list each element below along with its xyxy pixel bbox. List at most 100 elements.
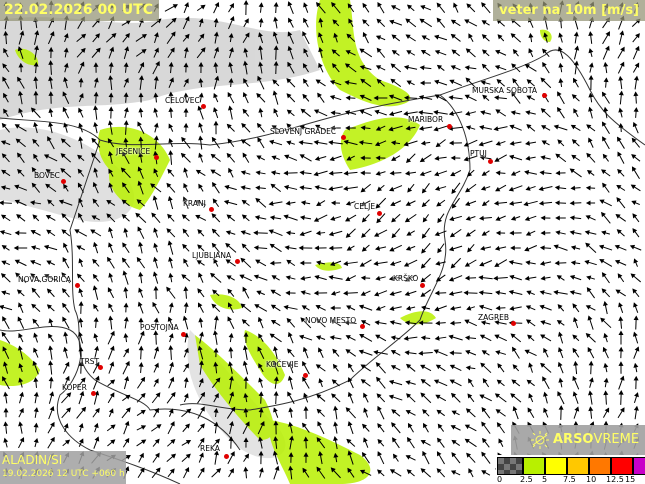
wind-arrow-head <box>299 260 305 266</box>
wind-arrow-head <box>63 33 69 39</box>
wind-arrow-head <box>377 405 382 412</box>
wind-arrow-head <box>300 290 306 296</box>
wind-arrow-head <box>125 360 130 367</box>
wind-arrow-head <box>302 361 307 367</box>
wind-arrow-head <box>526 379 532 385</box>
wind-arrow-head <box>78 438 84 444</box>
wind-arrow-head <box>540 334 546 340</box>
wind-arrow-head <box>123 92 129 97</box>
wind-arrow-head <box>302 31 307 37</box>
wind-arrow-head <box>213 120 219 126</box>
wind-arrow-head <box>406 363 412 369</box>
wind-arrow-head <box>631 200 637 206</box>
wind-arrow-head <box>388 94 395 100</box>
wind-arrow-head <box>618 330 624 336</box>
wind-arrow-head <box>434 34 440 40</box>
wind-arrow-head <box>346 33 352 39</box>
wind-arrow-head <box>375 275 381 281</box>
wind-arrow-head <box>377 438 383 445</box>
wind-arrow-head <box>331 49 337 55</box>
wind-arrow-head <box>448 95 454 101</box>
wind-arrow-head <box>495 290 501 296</box>
wind-arrow-head <box>465 408 471 414</box>
wind-arrow-head <box>587 315 593 321</box>
wind-arrow-head <box>152 195 158 201</box>
wind-arrow-head <box>482 49 488 55</box>
wind-arrow-head <box>258 61 264 67</box>
wind-arrow-head <box>463 142 469 147</box>
wind-arrow-head <box>108 226 113 233</box>
wind-arrow-head <box>523 201 529 207</box>
wind-arrow-head <box>138 271 144 277</box>
wind-arrow-head <box>108 303 113 309</box>
wind-arrow-head <box>605 45 610 51</box>
wind-arrow-head <box>437 248 442 254</box>
wind-arrow-head <box>329 156 335 162</box>
wind-arrow-head <box>346 156 352 161</box>
wind-arrow-head <box>464 19 470 24</box>
wind-arrow-head <box>510 393 516 399</box>
wind-arrow-head <box>373 349 379 355</box>
wind-arrow-head <box>198 152 204 158</box>
logo-brand: ARSO <box>553 432 594 447</box>
wind-arrow-head <box>465 201 471 206</box>
wind-arrow-head <box>403 335 409 341</box>
wind-arrow-head <box>374 320 380 326</box>
wind-arrow-head <box>269 215 275 221</box>
wind-arrow-head <box>556 320 563 325</box>
wind-arrow-head <box>585 200 591 206</box>
wind-arrow-head <box>123 316 129 322</box>
wind-arrow-head <box>434 335 440 341</box>
wind-arrow-head <box>375 35 382 40</box>
wind-arrow-head <box>494 334 500 340</box>
wind-arrow-head <box>557 106 562 113</box>
wind-arrow-head <box>284 245 290 251</box>
wind-arrow-head <box>316 260 322 266</box>
wind-arrow-head <box>228 61 234 67</box>
wind-arrow-head <box>154 47 159 53</box>
wind-arrow-head <box>330 125 335 131</box>
wind-arrow-head <box>183 302 189 307</box>
wind-arrow-head <box>94 345 100 351</box>
wind-arrow-head <box>478 304 485 310</box>
wind-arrow-head <box>273 16 279 22</box>
wind-arrow-head <box>197 244 203 250</box>
wind-arrow-head <box>273 108 279 114</box>
wind-arrow-head <box>405 34 411 40</box>
wind-arrow-head <box>18 363 24 369</box>
wind-arrow-head <box>586 152 592 158</box>
city-marker <box>341 135 346 140</box>
wind-arrow-head <box>375 306 381 311</box>
wind-arrow-head <box>3 108 8 114</box>
wind-arrow-head <box>213 315 219 321</box>
wind-arrow-head <box>588 62 594 68</box>
wind-arrow-head <box>3 407 9 413</box>
wind-arrow-head <box>391 217 397 223</box>
wind-arrow-head <box>540 108 546 114</box>
wind-arrow-head <box>526 95 532 100</box>
wind-arrow-head <box>318 17 324 23</box>
wind-arrow-head <box>108 92 114 98</box>
wind-arrow-head <box>633 258 639 264</box>
wind-arrow-head <box>633 315 639 321</box>
wind-arrow-head <box>78 423 84 429</box>
wind-arrow-head <box>63 183 68 190</box>
wind-arrow-head <box>61 272 67 278</box>
wind-arrow-head <box>3 421 9 427</box>
wind-arrow-head <box>375 126 382 131</box>
wind-arrow-head <box>225 259 231 264</box>
wind-arrow-head <box>123 62 129 68</box>
wind-arrow-head <box>286 259 292 265</box>
city-label: NOVO MESTO <box>305 316 357 325</box>
wind-arrow-head <box>481 2 487 8</box>
wind-arrow-head <box>542 61 547 68</box>
wind-arrow-head <box>229 16 235 22</box>
legend-swatch <box>633 457 645 475</box>
wind-arrow-head <box>558 331 563 337</box>
wind-arrow-head <box>170 453 177 459</box>
wind-arrow-head <box>450 155 456 161</box>
wind-arrow-head <box>213 450 219 456</box>
wind-arrow-head <box>299 170 305 176</box>
wind-arrow-head <box>183 122 189 128</box>
wind-arrow-head <box>74 229 80 234</box>
